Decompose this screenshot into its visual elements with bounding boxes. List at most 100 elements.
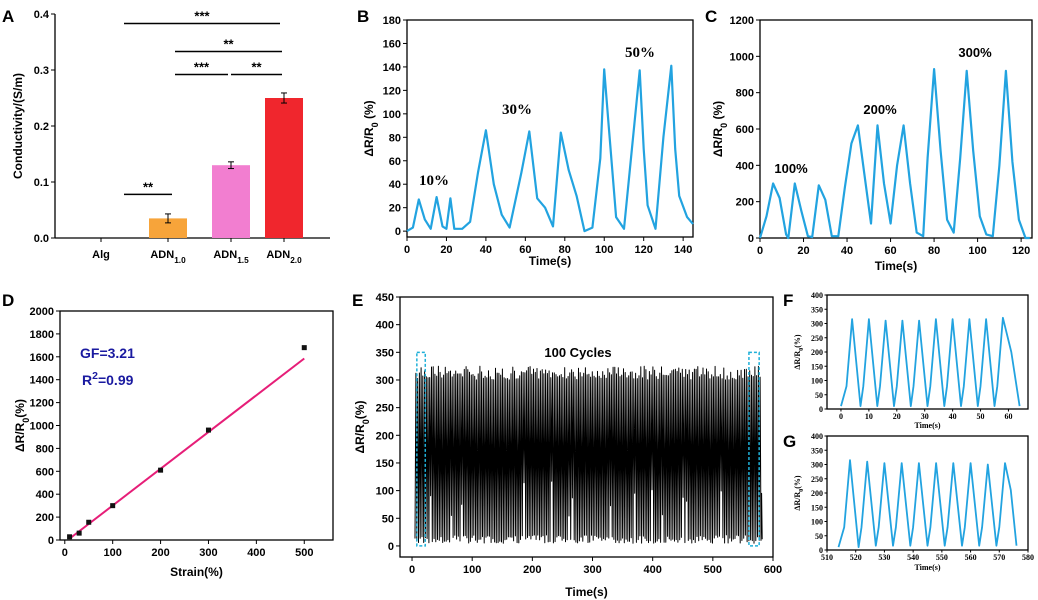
x-tick-label: ADN1.5 [213,249,249,265]
data-point [86,519,92,525]
x-tick-label: 20 [893,412,901,421]
x-tick-label: 0 [404,244,410,256]
x-tick-label: ADN2.0 [266,249,302,265]
y-tick-label: 800 [36,443,54,455]
plot-frame [59,310,334,541]
x-axis-title: Time(s) [565,585,607,599]
y-tick-label: 1200 [30,398,54,410]
x-tick-label: 510 [821,553,833,562]
x-tick-label: 500 [704,564,722,576]
x-tick-label: 80 [559,244,571,256]
fit-line [68,357,305,540]
y-tick-label: 100 [383,109,401,121]
y-tick-label: 20 [389,203,401,215]
x-tick-label: 120 [1012,245,1030,257]
bar-adn1.0 [149,218,187,238]
y-tick-label: 0 [48,535,54,547]
y-tick-label: 1800 [30,329,54,341]
y-tick-label: 150 [811,362,823,371]
x-tick-label: 10 [865,412,873,421]
plot-frame [826,435,1029,551]
data-point [67,534,73,540]
y-tick-label: 400 [811,432,823,441]
x-axis-title: Time(s) [875,259,917,273]
y-axis-title: ΔR/R0(%) [793,334,805,369]
y-tick-label: 350 [376,347,394,359]
y-tick-label: 300 [376,375,394,387]
gf-annotation: GF=3.21 [80,345,135,361]
bar-adn2.0 [265,98,303,238]
y-tick-label: 100 [376,486,394,498]
y-tick-label: 1200 [730,15,754,27]
y-tick-label: 800 [736,88,754,100]
y-tick-label: 160 [383,38,401,50]
annotation-300pct: 300% [958,45,992,60]
x-tick-label: 100 [968,245,986,257]
signal-line [758,67,1030,240]
y-tick-label: 1400 [30,375,54,387]
y-tick-label: 400 [736,160,754,172]
y-tick-label: 400 [376,320,394,332]
x-tick-label: ADN1.0 [150,249,186,265]
annotation-30pct: 30% [502,102,532,118]
y-tick-label: 0.3 [34,65,49,77]
y-tick-label: 300 [811,461,823,470]
y-tick-label: 2000 [30,306,54,318]
x-tick-label: 400 [643,564,661,576]
y-tick-label: 40 [389,179,401,191]
bar-adn1.5 [212,165,250,238]
y-tick-label: 0.4 [34,9,50,21]
signal-line [406,64,694,233]
panel-letter-b: B [357,7,369,26]
y-tick-label: 250 [376,403,394,415]
x-tick-label: 80 [928,245,940,257]
y-tick-label: 200 [736,197,754,209]
plot-frame [826,294,1029,410]
panel-letter-g: G [783,432,796,451]
y-axis-title: ΔR/R0 (%) [711,101,729,157]
y-tick-label: 50 [815,532,823,541]
y-axis-title: ΔR/R0(%) [793,475,805,510]
signal-line [837,459,1018,548]
x-tick-label: 120 [635,244,653,256]
data-point [110,503,116,509]
plot-frame [406,19,694,238]
y-tick-label: 450 [376,292,394,304]
x-axis-title: Strain(%) [170,565,223,579]
data-point [76,530,82,536]
y-tick-label: 80 [389,132,401,144]
y-axis-title: ΔR/R0 (%) [362,100,380,156]
y-tick-label: 300 [811,320,823,329]
plot-frame [759,19,1033,239]
x-tick-label: 200 [523,564,541,576]
panel-letter-e: E [352,291,363,310]
x-tick-label: 20 [797,245,809,257]
x-tick-label: 0 [757,245,763,257]
x-tick-label: 570 [993,553,1005,562]
y-tick-label: 200 [376,430,394,442]
annotation-200pct: 200% [863,102,897,117]
y-tick-label: 180 [383,15,401,27]
panel-G: 510 520 530 540 550 560 570 580 0 50 100 150 200 250 3… [783,432,1034,572]
panel-C: 0 20 40 60 80 100 120020040060080010001200Time… [705,7,1033,273]
y-tick-label: 0.1 [34,177,49,189]
highlight-box [416,351,427,547]
y-tick-label: 350 [811,305,823,314]
x-axis-title: Time(s) [914,563,940,572]
y-tick-label: 0.0 [34,233,49,245]
panel-F: 0 10 20 30 40 50 60 0 50 100 150 200 250 300 350 400 Tim… [783,291,1029,430]
y-tick-label: 0 [395,226,401,238]
significance-label: ** [143,179,154,194]
x-tick-label: 400 [247,547,265,559]
x-tick-label: 40 [949,412,957,421]
data-point [301,345,307,351]
y-tick-label: 350 [811,446,823,455]
x-tick-label: 540 [907,553,919,562]
plot-frame [399,296,774,558]
y-tick-label: 150 [376,458,394,470]
x-axis-title: Time(s) [529,254,571,268]
panel-letter-f: F [783,291,793,310]
x-tick-label: 560 [965,553,977,562]
panel-letter-d: D [2,291,14,310]
